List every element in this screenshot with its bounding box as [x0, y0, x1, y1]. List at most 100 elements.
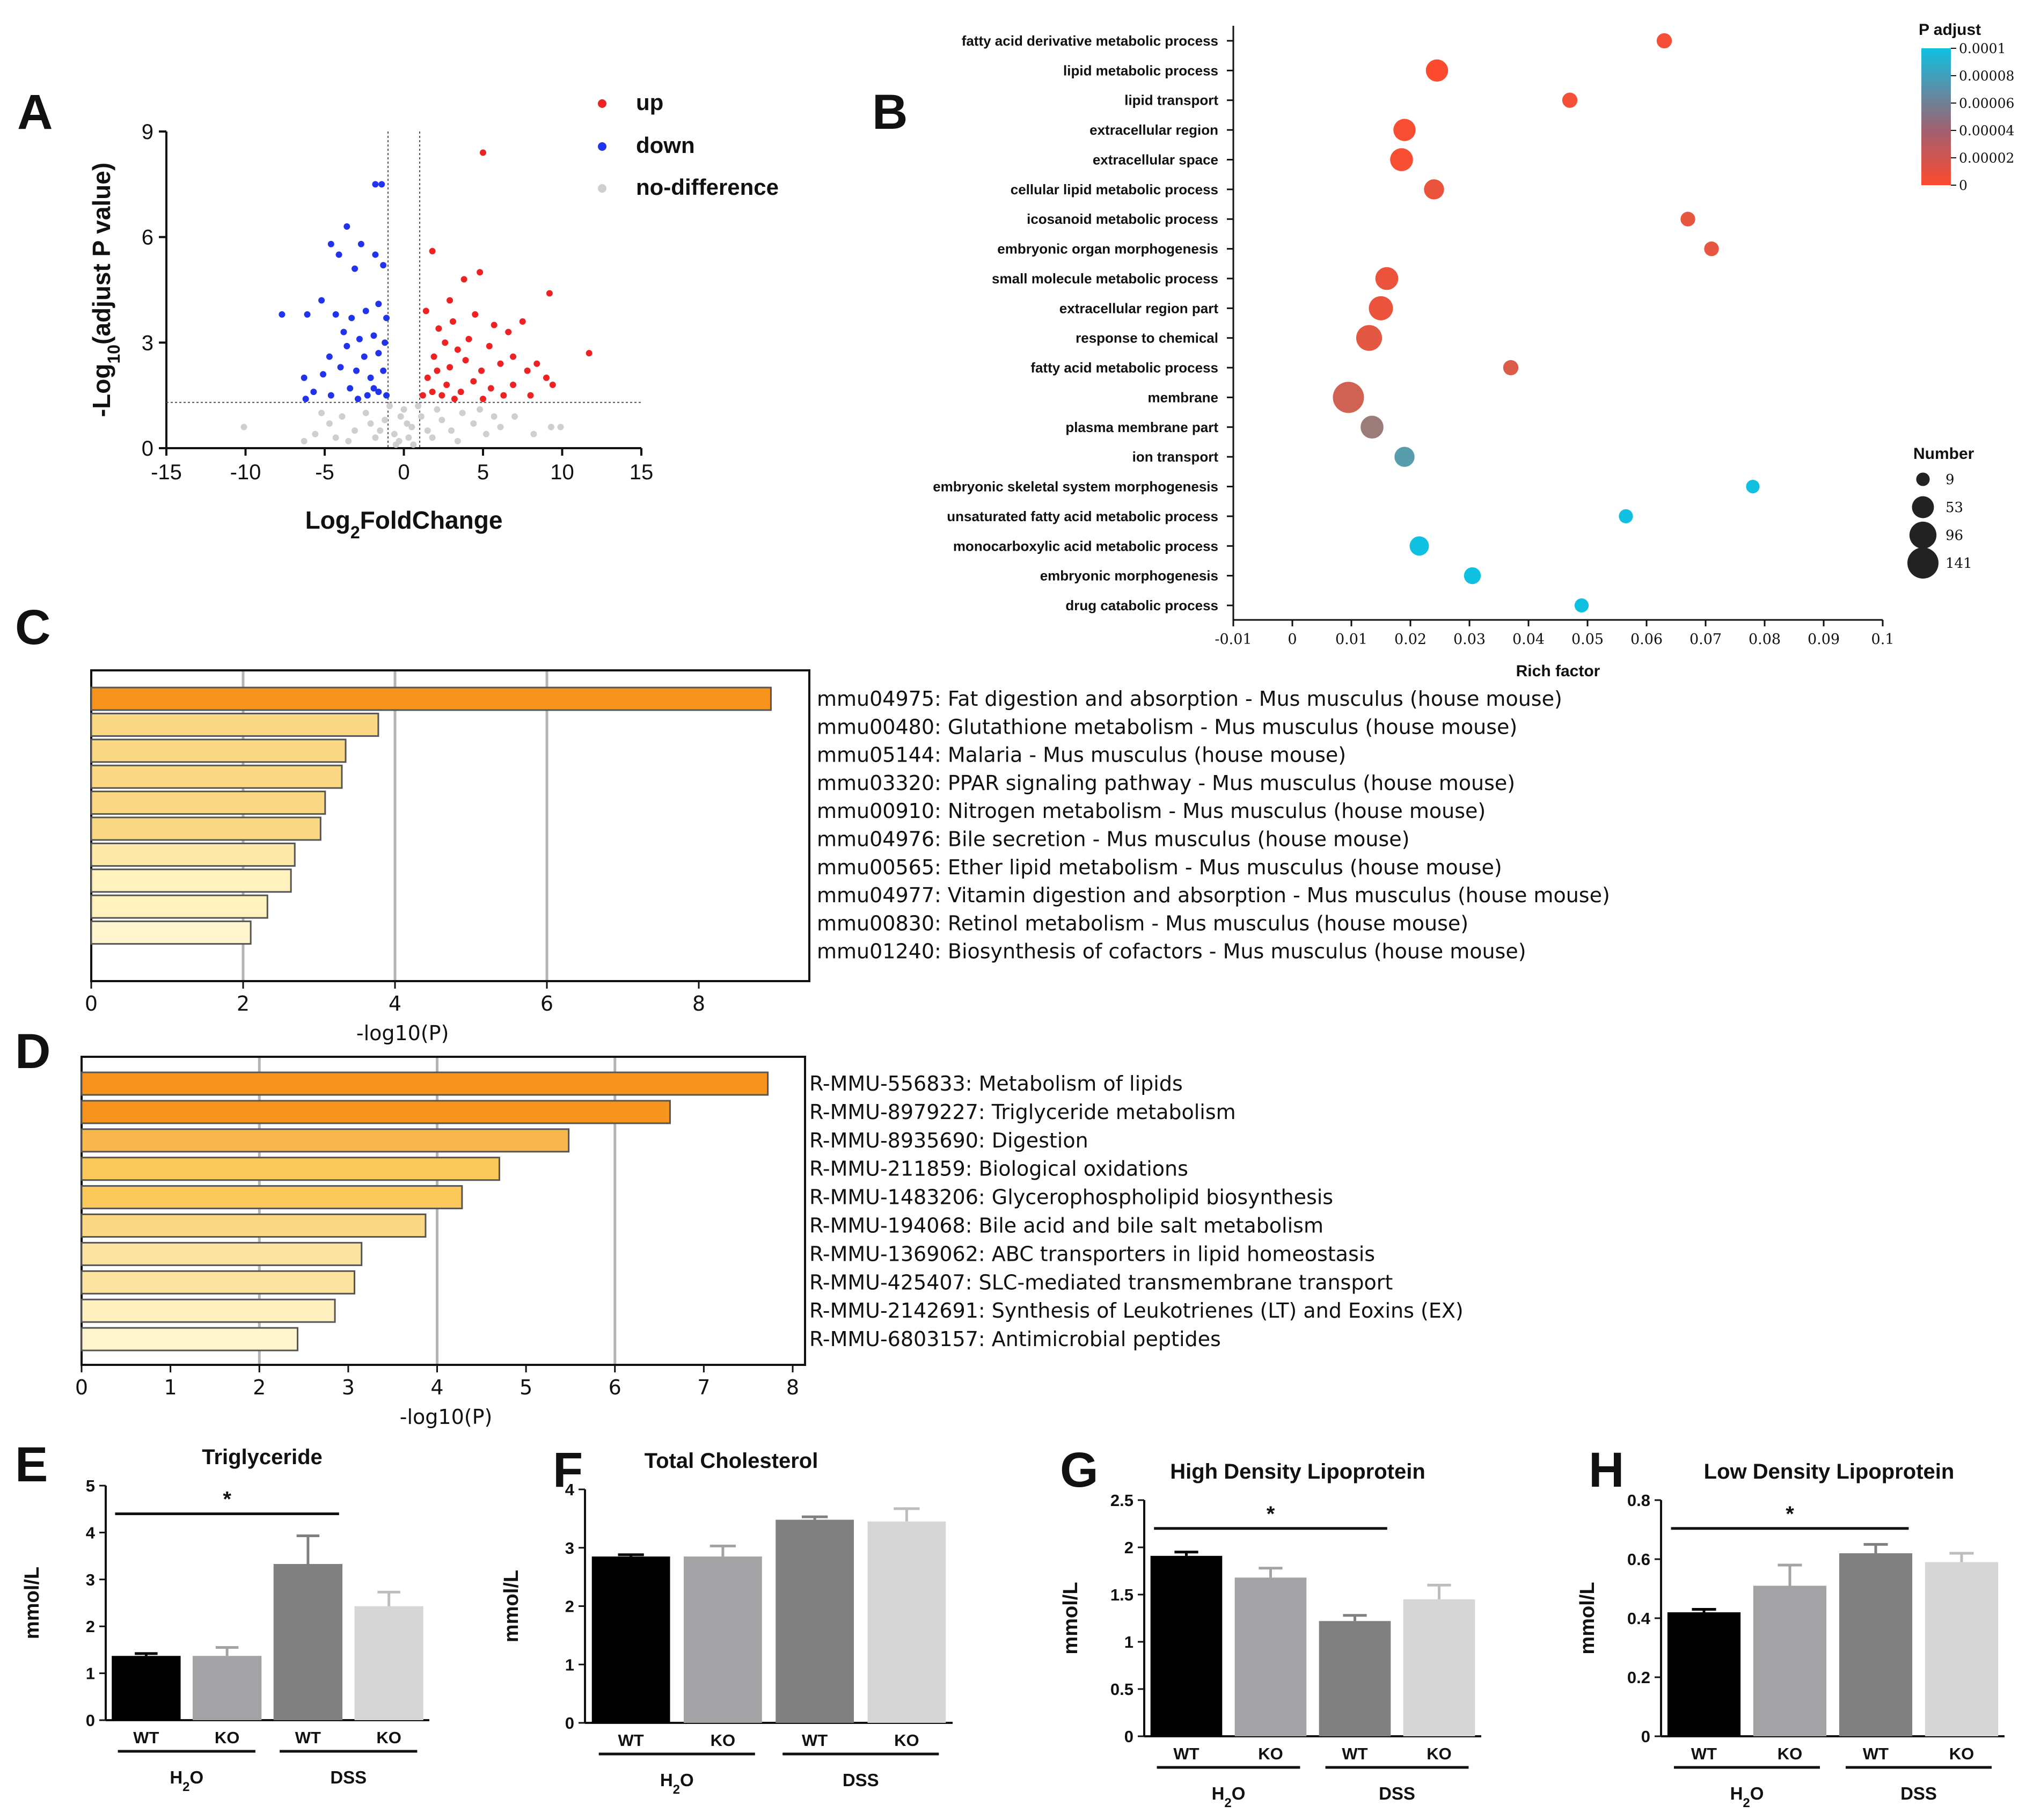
group-label: DSS	[843, 1770, 879, 1790]
enrichment-bar	[90, 920, 252, 945]
volcano-point-down	[383, 315, 390, 321]
volcano-point-down	[367, 374, 374, 381]
x-tick-label: 1	[164, 1376, 177, 1399]
pathway-label: R-MMU-2142691: Synthesis of Leukotrienes…	[809, 1299, 1464, 1322]
volcano-point-nodiff	[391, 430, 398, 437]
go-bubble	[1424, 179, 1444, 200]
padj-tick-label: 0	[1959, 178, 1968, 193]
volcano-point-up	[477, 269, 484, 276]
y-tick-label: 2	[565, 1597, 574, 1616]
y-tick-label: 0.6	[1627, 1550, 1650, 1569]
panel-label-F: F	[553, 1443, 583, 1497]
x-axis-label: -log10(P)	[400, 1405, 493, 1429]
volcano-point-up	[500, 392, 507, 399]
volcano-point-up	[510, 353, 517, 360]
x-tick-label: 4	[389, 992, 401, 1015]
go-bubble	[1394, 447, 1415, 467]
volcano-point-down	[362, 308, 369, 315]
pathway-label: R-MMU-194068: Bile acid and bile salt me…	[809, 1214, 1323, 1238]
panel-label-G: G	[1060, 1443, 1099, 1497]
data-bar	[1403, 1599, 1475, 1736]
volcano-point-nodiff	[326, 420, 333, 427]
volcano-point-down	[380, 367, 387, 374]
group-label: H2O	[1212, 1784, 1246, 1810]
go-bubble	[1409, 536, 1429, 556]
go-bubble	[1704, 241, 1719, 257]
pathway-label: R-MMU-425407: SLC-mediated transmembrane…	[809, 1270, 1393, 1294]
y-tick-label: 2	[1124, 1538, 1133, 1557]
go-x-tick-label: 0.07	[1689, 631, 1722, 648]
volcano-point-up	[447, 364, 454, 371]
enrichment-bar	[81, 1128, 570, 1153]
volcano-point-down	[343, 223, 350, 230]
group-bar-chart-H: Low Density Lipoprotein 0 0.2 0.4 0.6 0.8 mmol…	[1576, 1460, 2005, 1810]
volcano-point-nodiff	[415, 403, 422, 410]
volcano-y-tick-label: 0	[142, 437, 153, 461]
volcano-point-down	[357, 240, 364, 247]
bar-category-label: WT	[295, 1728, 321, 1747]
volcano-point-down	[353, 367, 360, 374]
volcano-point-up	[438, 392, 445, 399]
y-tick-label: 0	[1124, 1727, 1133, 1746]
volcano-point-up	[422, 308, 429, 315]
volcano-point-nodiff	[408, 423, 415, 430]
go-term-label: fatty acid derivative metabolic process	[962, 33, 1218, 49]
volcano-x-label: Log2FoldChange	[305, 506, 503, 542]
volcano-x-tick-label: -15	[151, 461, 182, 484]
y-tick-label: 0.4	[1627, 1609, 1651, 1628]
data-bar	[273, 1563, 343, 1720]
volcano-point-nodiff	[404, 420, 411, 427]
volcano-plot: -15 -10 -5 0 5 10 15 0 3 6 9 Log2FoldChange -Log10(a…	[87, 90, 779, 542]
y-axis-label: mmol/L	[1059, 1582, 1082, 1654]
group-label: H2O	[660, 1770, 694, 1797]
volcano-x-tick-label: 0	[398, 461, 409, 484]
volcano-point-down	[337, 364, 344, 371]
volcano-point-nodiff	[397, 413, 404, 420]
volcano-point-down	[375, 301, 382, 308]
bar-category-label: WT	[618, 1731, 644, 1750]
volcano-point-down	[318, 297, 325, 304]
volcano-point-up	[524, 367, 531, 374]
data-bar	[1839, 1553, 1913, 1736]
volcano-point-down	[302, 396, 309, 403]
y-tick-label: 0.8	[1627, 1491, 1650, 1510]
y-tick-label: 5	[86, 1477, 95, 1495]
go-bubble	[1562, 92, 1578, 108]
volcano-point-nodiff	[400, 406, 407, 413]
volcano-point-up	[424, 374, 431, 381]
pathway-label: mmu04976: Bile secretion - Mus musculus …	[817, 828, 1409, 851]
y-axis-label: mmol/L	[1576, 1582, 1599, 1654]
pathway-label: mmu00565: Ether lipid metabolism - Mus m…	[817, 856, 1502, 879]
volcano-point-up	[486, 342, 493, 349]
volcano-point-down	[352, 265, 359, 272]
volcano-legend-marker-up	[598, 99, 606, 108]
volcano-point-up	[546, 290, 553, 297]
x-tick-label: 0	[75, 1376, 88, 1399]
volcano-point-up	[470, 378, 477, 385]
bar-category-label: WT	[1691, 1744, 1717, 1763]
volcano-point-up	[462, 357, 469, 364]
volcano-point-up	[449, 318, 456, 325]
go-term-label: icosanoid metabolic process	[1027, 211, 1218, 227]
go-term-label: unsaturated fatty acid metabolic process	[947, 508, 1218, 524]
bar-category-label: WT	[1342, 1744, 1367, 1763]
y-tick-label: 0	[1641, 1727, 1650, 1746]
volcano-point-nodiff	[477, 406, 484, 413]
data-bar	[1925, 1562, 1999, 1736]
pathway-label: R-MMU-211859: Biological oxidations	[809, 1157, 1188, 1181]
bar-category-label: WT	[133, 1728, 159, 1747]
go-bubble	[1503, 360, 1519, 376]
volcano-point-up	[430, 353, 437, 360]
group-label: DSS	[1379, 1784, 1415, 1803]
group-bar-chart-F: Total Cholesterol 0 1 2 3 4 mmol/L WT KO WT KO H2O D…	[500, 1449, 953, 1797]
go-x-tick-label: 0.04	[1512, 631, 1545, 648]
volcano-point-nodiff	[557, 423, 564, 430]
data-bar	[1319, 1621, 1391, 1736]
data-bar	[591, 1556, 670, 1723]
number-legend-marker	[1907, 547, 1939, 579]
y-tick-label: 0	[565, 1714, 574, 1733]
bar-category-label: WT	[1173, 1744, 1199, 1763]
volcano-point-nodiff	[352, 427, 359, 434]
y-tick-label: 3	[565, 1539, 574, 1558]
pathway-label: R-MMU-8935690: Digestion	[809, 1129, 1088, 1152]
